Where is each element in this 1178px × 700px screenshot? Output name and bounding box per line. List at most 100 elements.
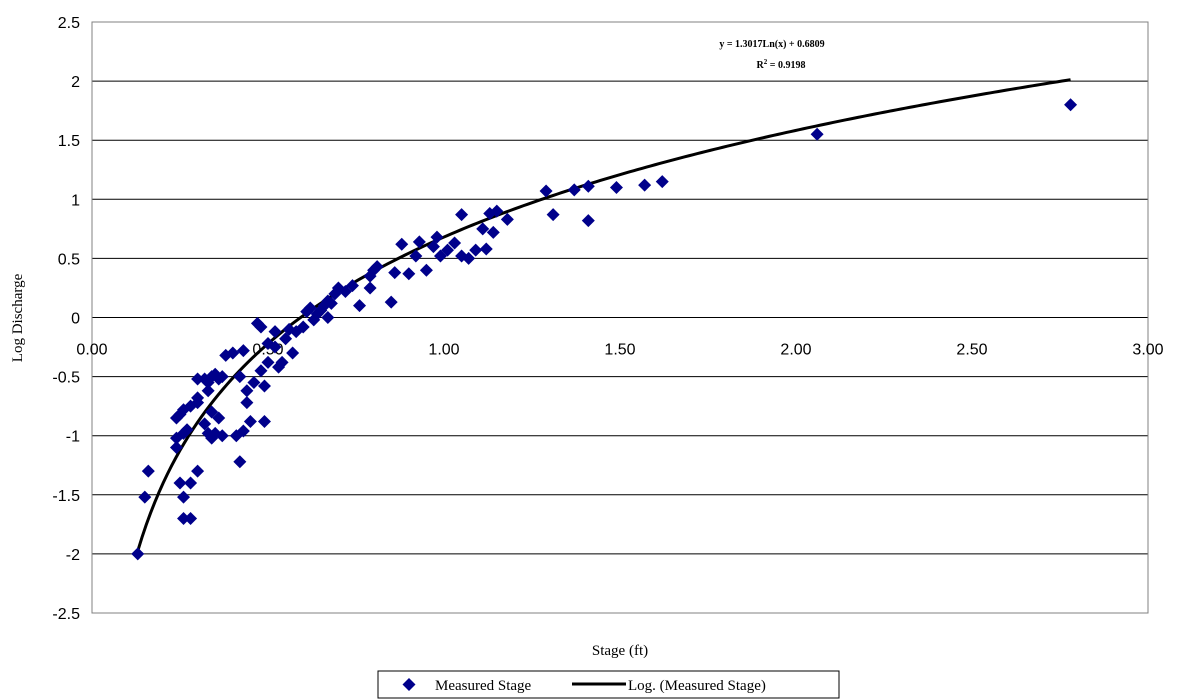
trend-line [136, 78, 1071, 552]
y-tick-label: 0.5 [58, 251, 80, 268]
data-point [419, 263, 433, 277]
data-point [655, 175, 669, 189]
data-point [257, 379, 271, 393]
data-point [462, 251, 476, 265]
data-point [384, 295, 398, 309]
data-point [141, 464, 155, 478]
data-point [810, 127, 824, 141]
gridlines [92, 80, 1148, 555]
data-point [268, 325, 282, 339]
data-point [201, 384, 215, 398]
data-point [233, 455, 247, 469]
data-point [412, 235, 426, 249]
data-point [275, 355, 289, 369]
data-point [226, 346, 240, 360]
data-point [581, 179, 595, 193]
data-point [609, 180, 623, 194]
data-point [433, 249, 447, 263]
data-point [257, 415, 271, 429]
data-point [191, 372, 205, 386]
data-point [212, 411, 226, 425]
data-point [236, 424, 250, 438]
data-point [1064, 98, 1078, 112]
y-tick-label: -2 [66, 547, 80, 564]
data-point [240, 396, 254, 410]
y-tick-label: 0 [71, 311, 80, 328]
data-point [131, 547, 145, 561]
data-point [479, 242, 493, 256]
legend-label-measured: Measured Stage [435, 678, 532, 694]
data-point [476, 222, 490, 236]
x-tick-label: 2.00 [780, 342, 811, 359]
data-point [180, 423, 194, 437]
data-point [546, 208, 560, 222]
y-tick-label: 1 [71, 192, 80, 209]
data-point [236, 344, 250, 358]
data-point [184, 511, 198, 525]
data-point [254, 320, 268, 334]
y-tick-label: 2.5 [58, 15, 80, 32]
data-point [191, 391, 205, 405]
data-point [268, 340, 282, 354]
data-point [448, 236, 462, 250]
y-tick-label: -0.5 [52, 370, 80, 387]
data-point [441, 243, 455, 257]
y-tick-labels: 2.5 2 1.5 1 0.5 0 -0.5 -1 -1.5 -2 -2.5 [52, 15, 80, 623]
y-axis-title: Log Discharge [10, 273, 26, 362]
data-point [490, 204, 504, 218]
data-point [402, 267, 416, 281]
y-tick-label: -2.5 [52, 606, 80, 623]
data-point [240, 384, 254, 398]
x-tick-label: 2.50 [956, 342, 987, 359]
data-point [138, 490, 152, 504]
data-point [370, 260, 384, 274]
data-point [177, 511, 191, 525]
data-point [177, 490, 191, 504]
r-squared-label: R2 = 0.9198 [757, 58, 806, 71]
data-point [638, 178, 652, 192]
y-tick-label: -1 [66, 429, 80, 446]
data-point [321, 311, 335, 324]
legend-label-trend: Log. (Measured Stage) [628, 678, 766, 694]
data-point [469, 243, 483, 257]
plot-area-border [91, 21, 1149, 614]
data-point [243, 415, 257, 429]
data-point [173, 476, 187, 490]
data-point [286, 346, 300, 360]
data-point [191, 464, 205, 478]
data-point [169, 441, 183, 455]
legend: Measured Stage Log. (Measured Stage) [377, 670, 840, 699]
x-axis-title: Stage (ft) [592, 643, 648, 659]
data-point [409, 249, 423, 263]
y-tick-label: -1.5 [52, 488, 80, 505]
data-point [345, 279, 359, 293]
data-point [233, 370, 247, 384]
x-tick-label: 1.50 [604, 342, 635, 359]
y-tick-label: 2 [71, 74, 80, 91]
data-point [184, 476, 198, 490]
data-point [395, 237, 409, 251]
data-point [388, 266, 402, 280]
data-point [539, 184, 553, 198]
x-tick-label: 0.00 [76, 342, 107, 359]
data-point [363, 281, 377, 295]
data-point [261, 355, 275, 369]
data-point [430, 230, 444, 244]
data-point [296, 320, 310, 334]
data-point [567, 183, 581, 197]
legend-marker-measured [402, 678, 416, 691]
x-tick-label: 1.00 [428, 342, 459, 359]
data-point [455, 208, 469, 222]
data-point [500, 212, 514, 226]
data-point [215, 429, 229, 443]
data-point [254, 364, 268, 378]
data-point [247, 376, 261, 390]
trend-equation: y = 1.3017Ln(x) + 0.6809 [719, 39, 824, 50]
data-point [215, 370, 229, 384]
x-tick-label: 3.00 [1132, 342, 1163, 359]
data-point [581, 214, 595, 228]
scatter-points [131, 98, 1078, 561]
y-tick-label: 1.5 [58, 133, 80, 150]
data-point [486, 225, 500, 239]
